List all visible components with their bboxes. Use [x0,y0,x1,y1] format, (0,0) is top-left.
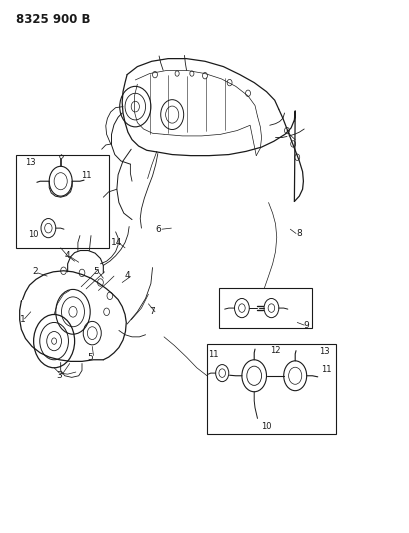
Text: 8325 900 B: 8325 900 B [16,13,91,26]
Text: 8: 8 [296,229,301,238]
Text: 3: 3 [56,372,62,380]
Text: 13: 13 [319,348,329,356]
Text: 5: 5 [93,268,99,276]
Text: 12: 12 [270,346,280,354]
Bar [207,344,335,434]
Text: 11: 11 [207,350,218,359]
Text: 5: 5 [87,353,93,361]
Text: 6: 6 [155,225,160,233]
Text: 9: 9 [303,321,309,329]
Text: 4: 4 [65,252,70,260]
Bar [219,288,311,328]
Bar [16,155,108,248]
Text: 1: 1 [20,316,25,324]
Text: 4: 4 [124,271,130,280]
Text: 14: 14 [111,238,122,247]
Text: 13: 13 [25,158,36,167]
Text: 10: 10 [261,422,271,431]
Text: 2: 2 [32,268,38,276]
Text: 11: 11 [320,365,330,374]
Text: 11: 11 [81,172,91,180]
Text: 7: 7 [148,308,154,316]
Text: 10: 10 [28,230,39,239]
